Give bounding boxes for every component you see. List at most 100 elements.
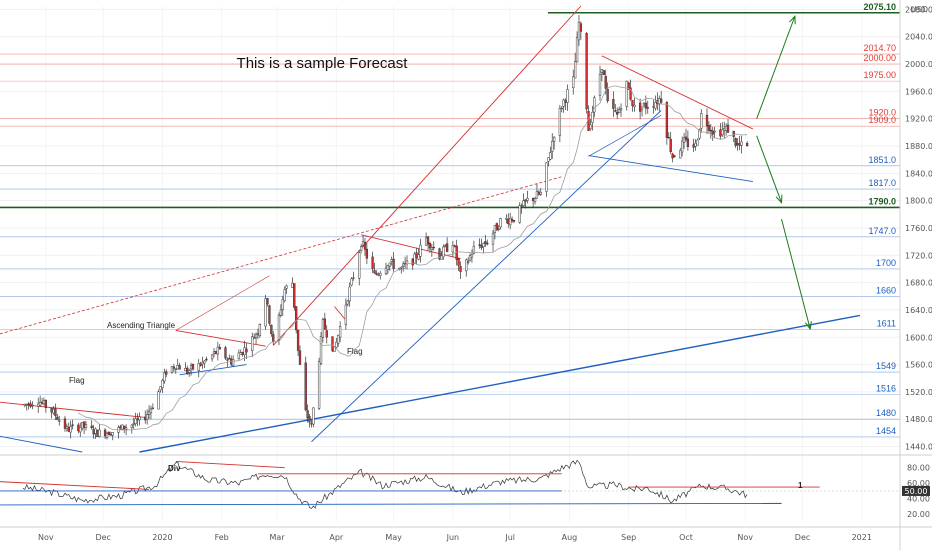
candle-body	[724, 125, 728, 131]
triangle-top-line	[175, 329, 266, 347]
x-tick-label: 2021	[852, 533, 872, 542]
x-tick-label: Nov	[38, 533, 54, 542]
x-tick-label: Dec	[95, 533, 110, 542]
candle-body	[470, 254, 474, 258]
candle-body	[107, 431, 111, 436]
candle-body	[96, 429, 99, 438]
x-tick-label: Aug	[562, 533, 578, 542]
candle-body	[604, 76, 607, 89]
candle-body	[119, 426, 122, 428]
candle-body	[123, 425, 126, 430]
level-label: 1851.0	[868, 155, 896, 165]
candle-body	[535, 191, 539, 199]
candle-body	[459, 266, 462, 272]
y-tick-label: 1440.00	[905, 443, 932, 452]
candle-body	[482, 242, 485, 248]
candle-body	[614, 110, 617, 112]
chart-title: This is a sample Forecast	[237, 55, 409, 72]
candle-body	[419, 244, 422, 257]
candle-body	[375, 272, 378, 275]
candle-body	[681, 140, 684, 153]
candle-body	[365, 248, 369, 259]
candle-body	[522, 200, 525, 207]
candle-body	[325, 330, 328, 338]
candle-body	[451, 245, 455, 253]
candle-body	[445, 243, 449, 252]
candle-body	[686, 138, 690, 147]
arrow-down-long	[781, 218, 811, 330]
candle-body	[237, 352, 241, 360]
dashed-trendline	[0, 176, 562, 335]
candle-body	[310, 423, 313, 425]
candle-body	[191, 363, 195, 370]
candle-body	[306, 410, 309, 419]
candle-body	[79, 427, 82, 433]
candle-body	[42, 400, 46, 405]
candle-body	[726, 124, 730, 133]
long-term-support-line	[139, 314, 861, 453]
candle-body	[144, 416, 147, 421]
candle-body	[291, 282, 294, 288]
candle-body	[444, 245, 447, 247]
candle-body	[719, 129, 722, 137]
candle-body	[228, 358, 231, 360]
support-connector-line	[588, 114, 662, 157]
rsi-tick-label: 60.00	[907, 479, 930, 488]
candle-body	[197, 363, 200, 371]
candle-body	[317, 361, 321, 409]
candle-body	[545, 162, 548, 192]
level-label: 1790.0	[868, 196, 896, 206]
level-label: 1975.00	[863, 70, 896, 80]
candle-body	[98, 429, 101, 437]
candle-body	[359, 246, 363, 251]
candle-body	[499, 218, 502, 228]
candle-body	[165, 371, 168, 375]
candle-body	[348, 286, 351, 302]
candle-body	[312, 407, 315, 425]
candle-body	[216, 346, 219, 355]
candle-body	[277, 314, 281, 340]
candle-body	[210, 354, 214, 360]
candle-body	[692, 144, 695, 148]
x-tick-label: 2020	[152, 533, 172, 542]
candle-body	[652, 106, 655, 108]
candle-body	[54, 408, 57, 416]
level-label: 1909.0	[868, 115, 896, 125]
candle-body	[390, 259, 393, 262]
arrow-up-target	[756, 16, 796, 119]
candle-body	[82, 421, 86, 428]
candle-body	[617, 109, 621, 113]
candle-body	[472, 245, 476, 254]
candle-body	[151, 407, 155, 410]
forecast-arrows	[756, 15, 812, 331]
candle-body	[231, 359, 235, 366]
candle-body	[27, 403, 30, 405]
candle-body	[659, 98, 663, 103]
candle-body	[184, 367, 187, 371]
candle-body	[572, 76, 575, 89]
candle-body	[319, 336, 323, 364]
candle-body	[432, 246, 435, 249]
level-label: 1549	[876, 361, 896, 371]
level-lines	[0, 11, 900, 438]
y-tick-label: 1520.00	[905, 388, 932, 397]
candle-body	[547, 157, 550, 162]
candle-body	[438, 248, 441, 260]
candle-body	[266, 298, 269, 305]
candle-body	[149, 408, 153, 414]
candle-body	[84, 424, 88, 428]
candle-body	[264, 298, 267, 327]
candle-body	[646, 107, 649, 109]
trend-lines	[0, 5, 861, 453]
candle-body	[298, 350, 302, 365]
candle-body	[371, 256, 374, 269]
candle-body	[606, 88, 609, 102]
candle-body	[52, 408, 55, 414]
y-tick-label: 1960.00	[905, 87, 932, 96]
y-tick-label: 1480.00	[905, 415, 932, 424]
rsi-current-value: 50.00	[905, 487, 928, 496]
x-tick-label: Feb	[215, 533, 229, 542]
candle-body	[346, 300, 349, 305]
candle-body	[283, 289, 286, 302]
